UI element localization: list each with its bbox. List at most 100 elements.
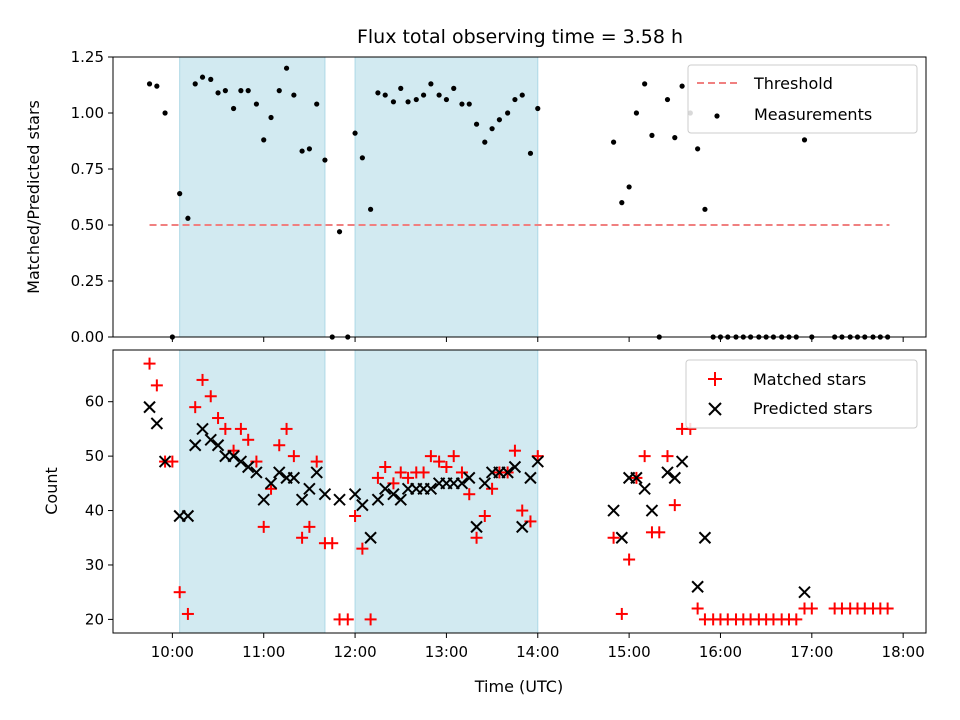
legend-measurement-swatch: [714, 113, 720, 119]
measurement-point: [368, 206, 374, 212]
predicted-star-marker: [333, 493, 346, 506]
x-axis-label: Time (UTC): [474, 677, 563, 696]
matched-star-marker: [303, 520, 316, 533]
predicted-star-marker: [250, 466, 263, 479]
measurement-point: [192, 81, 198, 87]
measurement-point: [527, 150, 534, 156]
matched-star-marker: [166, 455, 179, 468]
top-legend-frame: [687, 64, 918, 134]
measurement-point: [185, 215, 191, 221]
measurement-point: [199, 74, 206, 80]
predicted-star-marker: [318, 488, 332, 501]
measurement-point: [299, 148, 305, 154]
measurement-point: [276, 88, 282, 94]
matched-star-marker: [257, 520, 270, 533]
measurement-point: [375, 90, 381, 96]
y-tick-label: 1.00: [71, 104, 104, 122]
measurement-point: [238, 88, 244, 94]
matched-star-marker: [881, 602, 894, 615]
predicted-star-marker: [287, 471, 301, 485]
matched-star-marker: [508, 444, 521, 457]
legend-matched-swatch: [708, 372, 722, 386]
measurement-point: [610, 139, 617, 145]
predicted-star-marker: [356, 498, 369, 512]
matched-star-marker: [273, 439, 286, 452]
x-tick-label: 17:00: [790, 643, 833, 661]
measurement-point: [443, 96, 450, 103]
predicted-star-marker: [273, 466, 286, 479]
predicted-star-marker: [227, 449, 240, 463]
matched-star-marker: [379, 461, 392, 474]
matched-star-marker: [234, 422, 247, 435]
predicted-star-marker: [234, 455, 248, 468]
measurement-point: [352, 130, 358, 136]
measurement-point: [642, 81, 648, 87]
y-tick-label: 0.75: [71, 160, 104, 178]
measurement-point: [428, 81, 434, 87]
predicted-star-marker: [348, 488, 362, 501]
predicted-star-marker: [204, 433, 217, 447]
predicted-star-marker: [424, 482, 438, 495]
predicted-star-marker: [264, 477, 278, 490]
matched-star-marker: [394, 466, 407, 479]
predicted-star-marker: [607, 504, 620, 517]
predicted-star-marker: [455, 477, 469, 490]
predicted-star-marker: [364, 531, 377, 544]
predicted-star-marker: [630, 471, 643, 485]
matched-star-marker: [326, 537, 339, 550]
top-plot-frame: [112, 56, 927, 338]
measurement-point: [230, 105, 237, 112]
measurement-point: [489, 126, 495, 132]
matched-star-marker: [668, 499, 681, 512]
y-tick-label: 40: [85, 502, 104, 520]
matched-star-marker: [424, 450, 437, 463]
predicted-star-marker: [501, 466, 514, 479]
top-x-ticks: [171, 337, 904, 342]
top-observing-spans: [179, 56, 539, 338]
matched-star-marker: [242, 433, 255, 446]
bottom-y-ticks: 20 30 40 50 60: [85, 393, 113, 628]
measurement-point: [695, 146, 701, 152]
measurement-point: [253, 101, 260, 107]
y-tick-label: 0.00: [71, 328, 104, 346]
measurement-point: [162, 110, 168, 116]
measurement-point: [702, 206, 708, 212]
observing-span-1: [179, 349, 326, 634]
matched-star-marker: [150, 379, 163, 392]
predicted-star-marker: [615, 531, 629, 544]
bottom-plot-frame: [112, 349, 927, 634]
measurement-point: [245, 88, 251, 94]
legend-threshold-label: Threshold: [753, 74, 833, 93]
predicted-star-marker: [638, 482, 651, 495]
y-tick-label: 0.50: [71, 216, 104, 234]
predicted-star-marker: [691, 580, 704, 593]
matched-star-marker: [181, 607, 194, 620]
measurement-point: [451, 85, 457, 91]
legend-predicted-swatch: [708, 402, 722, 416]
measurement-point: [390, 99, 397, 105]
measurement-point: [459, 101, 465, 107]
matched-star-marker: [212, 412, 225, 425]
y-tick-label: 0.25: [71, 272, 104, 290]
matched-star-marker: [478, 509, 491, 522]
predicted-star-marker: [661, 466, 674, 479]
matched-star-marker: [691, 602, 704, 615]
predicted-star-marker: [798, 585, 811, 599]
bottom-legend-frame: [685, 359, 918, 429]
x-tick-label: 10:00: [151, 643, 194, 661]
top-y-ticks: 0.00 0.25 0.50 0.75 1.00 1.25: [71, 48, 113, 346]
y-tick-label: 20: [85, 610, 104, 628]
matched-star-marker: [417, 466, 430, 479]
matched-star-marker: [440, 461, 453, 474]
measurement-point: [398, 85, 404, 91]
measurement-point: [215, 90, 221, 96]
measurement-point: [208, 76, 214, 82]
bottom-observing-spans: [179, 349, 539, 634]
measurement-point: [436, 92, 442, 98]
predicted-star-marker: [478, 477, 491, 490]
measurement-point: [679, 83, 685, 89]
measurement-point: [649, 132, 655, 138]
predicted-star-marker: [387, 488, 400, 501]
measurement-point: [268, 114, 274, 121]
measurement-point: [519, 92, 525, 98]
